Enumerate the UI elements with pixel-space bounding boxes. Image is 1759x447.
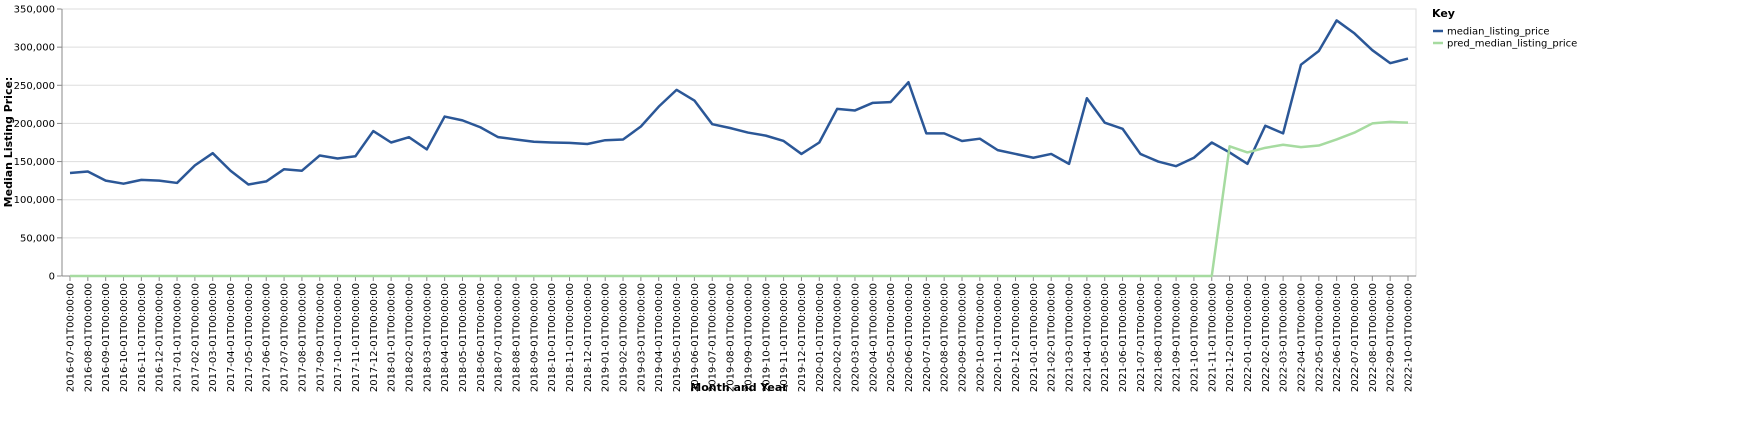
x-tick-label: 2022-03-01T00:00:00 [1279,283,1290,392]
x-tick-label: 2017-04-01T00:00:00 [226,283,237,392]
x-tick-label: 2017-12-01T00:00:00 [369,283,380,392]
y-axis-title: Median Listing Price: [2,77,15,208]
x-tick-label: 2020-06-01T00:00:00 [904,283,915,392]
x-tick-label: 2022-01-01T00:00:00 [1243,283,1254,392]
x-tick-label: 2018-03-01T00:00:00 [422,283,433,392]
y-tick-label: 250,000 [14,81,55,92]
x-tick-label: 2018-09-01T00:00:00 [529,283,540,392]
x-tick-label: 2020-04-01T00:00:00 [868,283,879,392]
x-tick-label: 2018-12-01T00:00:00 [583,283,594,392]
legend-label: median_listing_price [1447,27,1550,38]
x-tick-label: 2017-11-01T00:00:00 [351,283,362,392]
x-tick-label: 2018-02-01T00:00:00 [404,283,415,392]
x-tick-label: 2021-12-01T00:00:00 [1225,283,1236,392]
x-tick-label: 2017-08-01T00:00:00 [297,283,308,392]
x-tick-label: 2016-11-01T00:00:00 [137,283,148,392]
x-tick-label: 2022-05-01T00:00:00 [1314,283,1325,392]
legend-title: Key [1432,7,1455,20]
x-tick-label: 2022-08-01T00:00:00 [1368,283,1379,392]
x-tick-label: 2019-06-01T00:00:00 [690,283,701,392]
x-tick-label: 2016-08-01T00:00:00 [83,283,94,392]
x-tick-label: 2017-06-01T00:00:00 [262,283,273,392]
x-tick-label: 2019-01-01T00:00:00 [601,283,612,392]
x-tick-label: 2022-02-01T00:00:00 [1261,283,1272,392]
x-tick-label: 2017-07-01T00:00:00 [280,283,291,392]
x-tick-label: 2018-10-01T00:00:00 [547,283,558,392]
y-tick-label: 200,000 [14,119,55,130]
x-tick-label: 2017-02-01T00:00:00 [190,283,201,392]
x-tick-label: 2022-04-01T00:00:00 [1296,283,1307,392]
x-tick-label: 2018-01-01T00:00:00 [387,283,398,392]
legend-label: pred_median_listing_price [1447,39,1577,50]
x-axis-title: Month and Year [690,381,788,394]
x-tick-label: 2017-05-01T00:00:00 [244,283,255,392]
x-tick-label: 2017-01-01T00:00:00 [173,283,184,392]
x-tick-label: 2020-12-01T00:00:00 [1011,283,1022,392]
x-tick-label: 2016-12-01T00:00:00 [155,283,166,392]
x-tick-label: 2021-05-01T00:00:00 [1100,283,1111,392]
y-tick-label: 100,000 [14,195,55,206]
x-tick-label: 2021-04-01T00:00:00 [1082,283,1093,392]
x-tick-label: 2021-09-01T00:00:00 [1172,283,1183,392]
x-tick-label: 2022-09-01T00:00:00 [1386,283,1397,392]
x-tick-label: 2018-07-01T00:00:00 [494,283,505,392]
y-tick-label: 50,000 [20,233,55,244]
x-tick-label: 2019-09-01T00:00:00 [743,283,754,392]
x-tick-label: 2016-09-01T00:00:00 [101,283,112,392]
x-tick-label: 2020-01-01T00:00:00 [815,283,826,392]
x-tick-label: 2019-12-01T00:00:00 [797,283,808,392]
x-tick-label: 2019-04-01T00:00:00 [654,283,665,392]
x-tick-label: 2019-07-01T00:00:00 [708,283,719,392]
x-tick-label: 2017-10-01T00:00:00 [333,283,344,392]
line [70,120,1409,278]
x-tick-label: 2021-07-01T00:00:00 [1136,283,1147,392]
x-tick-label: 2021-10-01T00:00:00 [1189,283,1200,392]
y-tick-label: 300,000 [14,43,55,54]
x-tick-label: 2017-09-01T00:00:00 [315,283,326,392]
x-tick-label: 2020-10-01T00:00:00 [975,283,986,392]
y-tick-label: 350,000 [14,5,55,16]
x-tick-label: 2019-11-01T00:00:00 [779,283,790,392]
line [69,19,1409,186]
x-tick-label: 2019-05-01T00:00:00 [672,283,683,392]
x-tick-label: 2022-07-01T00:00:00 [1350,283,1361,392]
x-tick-label: 2017-03-01T00:00:00 [208,283,219,392]
x-tick-label: 2019-10-01T00:00:00 [761,283,772,392]
x-tick-label: 2022-06-01T00:00:00 [1332,283,1343,392]
x-tick-label: 2021-11-01T00:00:00 [1207,283,1218,392]
x-tick-label: 2019-03-01T00:00:00 [636,283,647,392]
x-tick-label: 2018-05-01T00:00:00 [458,283,469,392]
x-tick-label: 2020-11-01T00:00:00 [993,283,1004,392]
x-tick-label: 2018-04-01T00:00:00 [440,283,451,392]
x-tick-label: 2020-02-01T00:00:00 [833,283,844,392]
x-tick-label: 2021-03-01T00:00:00 [1065,283,1076,392]
x-tick-label: 2020-05-01T00:00:00 [886,283,897,392]
x-tick-label: 2018-06-01T00:00:00 [476,283,487,392]
x-tick-label: 2018-08-01T00:00:00 [512,283,523,392]
x-tick-label: 2020-03-01T00:00:00 [850,283,861,392]
x-tick-label: 2016-07-01T00:00:00 [66,283,77,392]
x-tick-label: 2018-11-01T00:00:00 [565,283,576,392]
x-tick-label: 2021-08-01T00:00:00 [1154,283,1165,392]
x-tick-label: 2021-06-01T00:00:00 [1118,283,1129,392]
x-tick-label: 2020-09-01T00:00:00 [958,283,969,392]
x-tick-label: 2022-10-01T00:00:00 [1404,283,1415,392]
x-tick-label: 2020-07-01T00:00:00 [922,283,933,392]
x-tick-label: 2021-01-01T00:00:00 [1029,283,1040,392]
x-tick-label: 2016-10-01T00:00:00 [119,283,130,392]
y-tick-label: 0 [49,272,55,283]
x-tick-label: 2021-02-01T00:00:00 [1047,283,1058,392]
y-tick-label: 150,000 [14,157,55,168]
x-tick-label: 2020-08-01T00:00:00 [940,283,951,392]
x-tick-label: 2019-02-01T00:00:00 [619,283,630,392]
x-tick-label: 2019-08-01T00:00:00 [726,283,737,392]
